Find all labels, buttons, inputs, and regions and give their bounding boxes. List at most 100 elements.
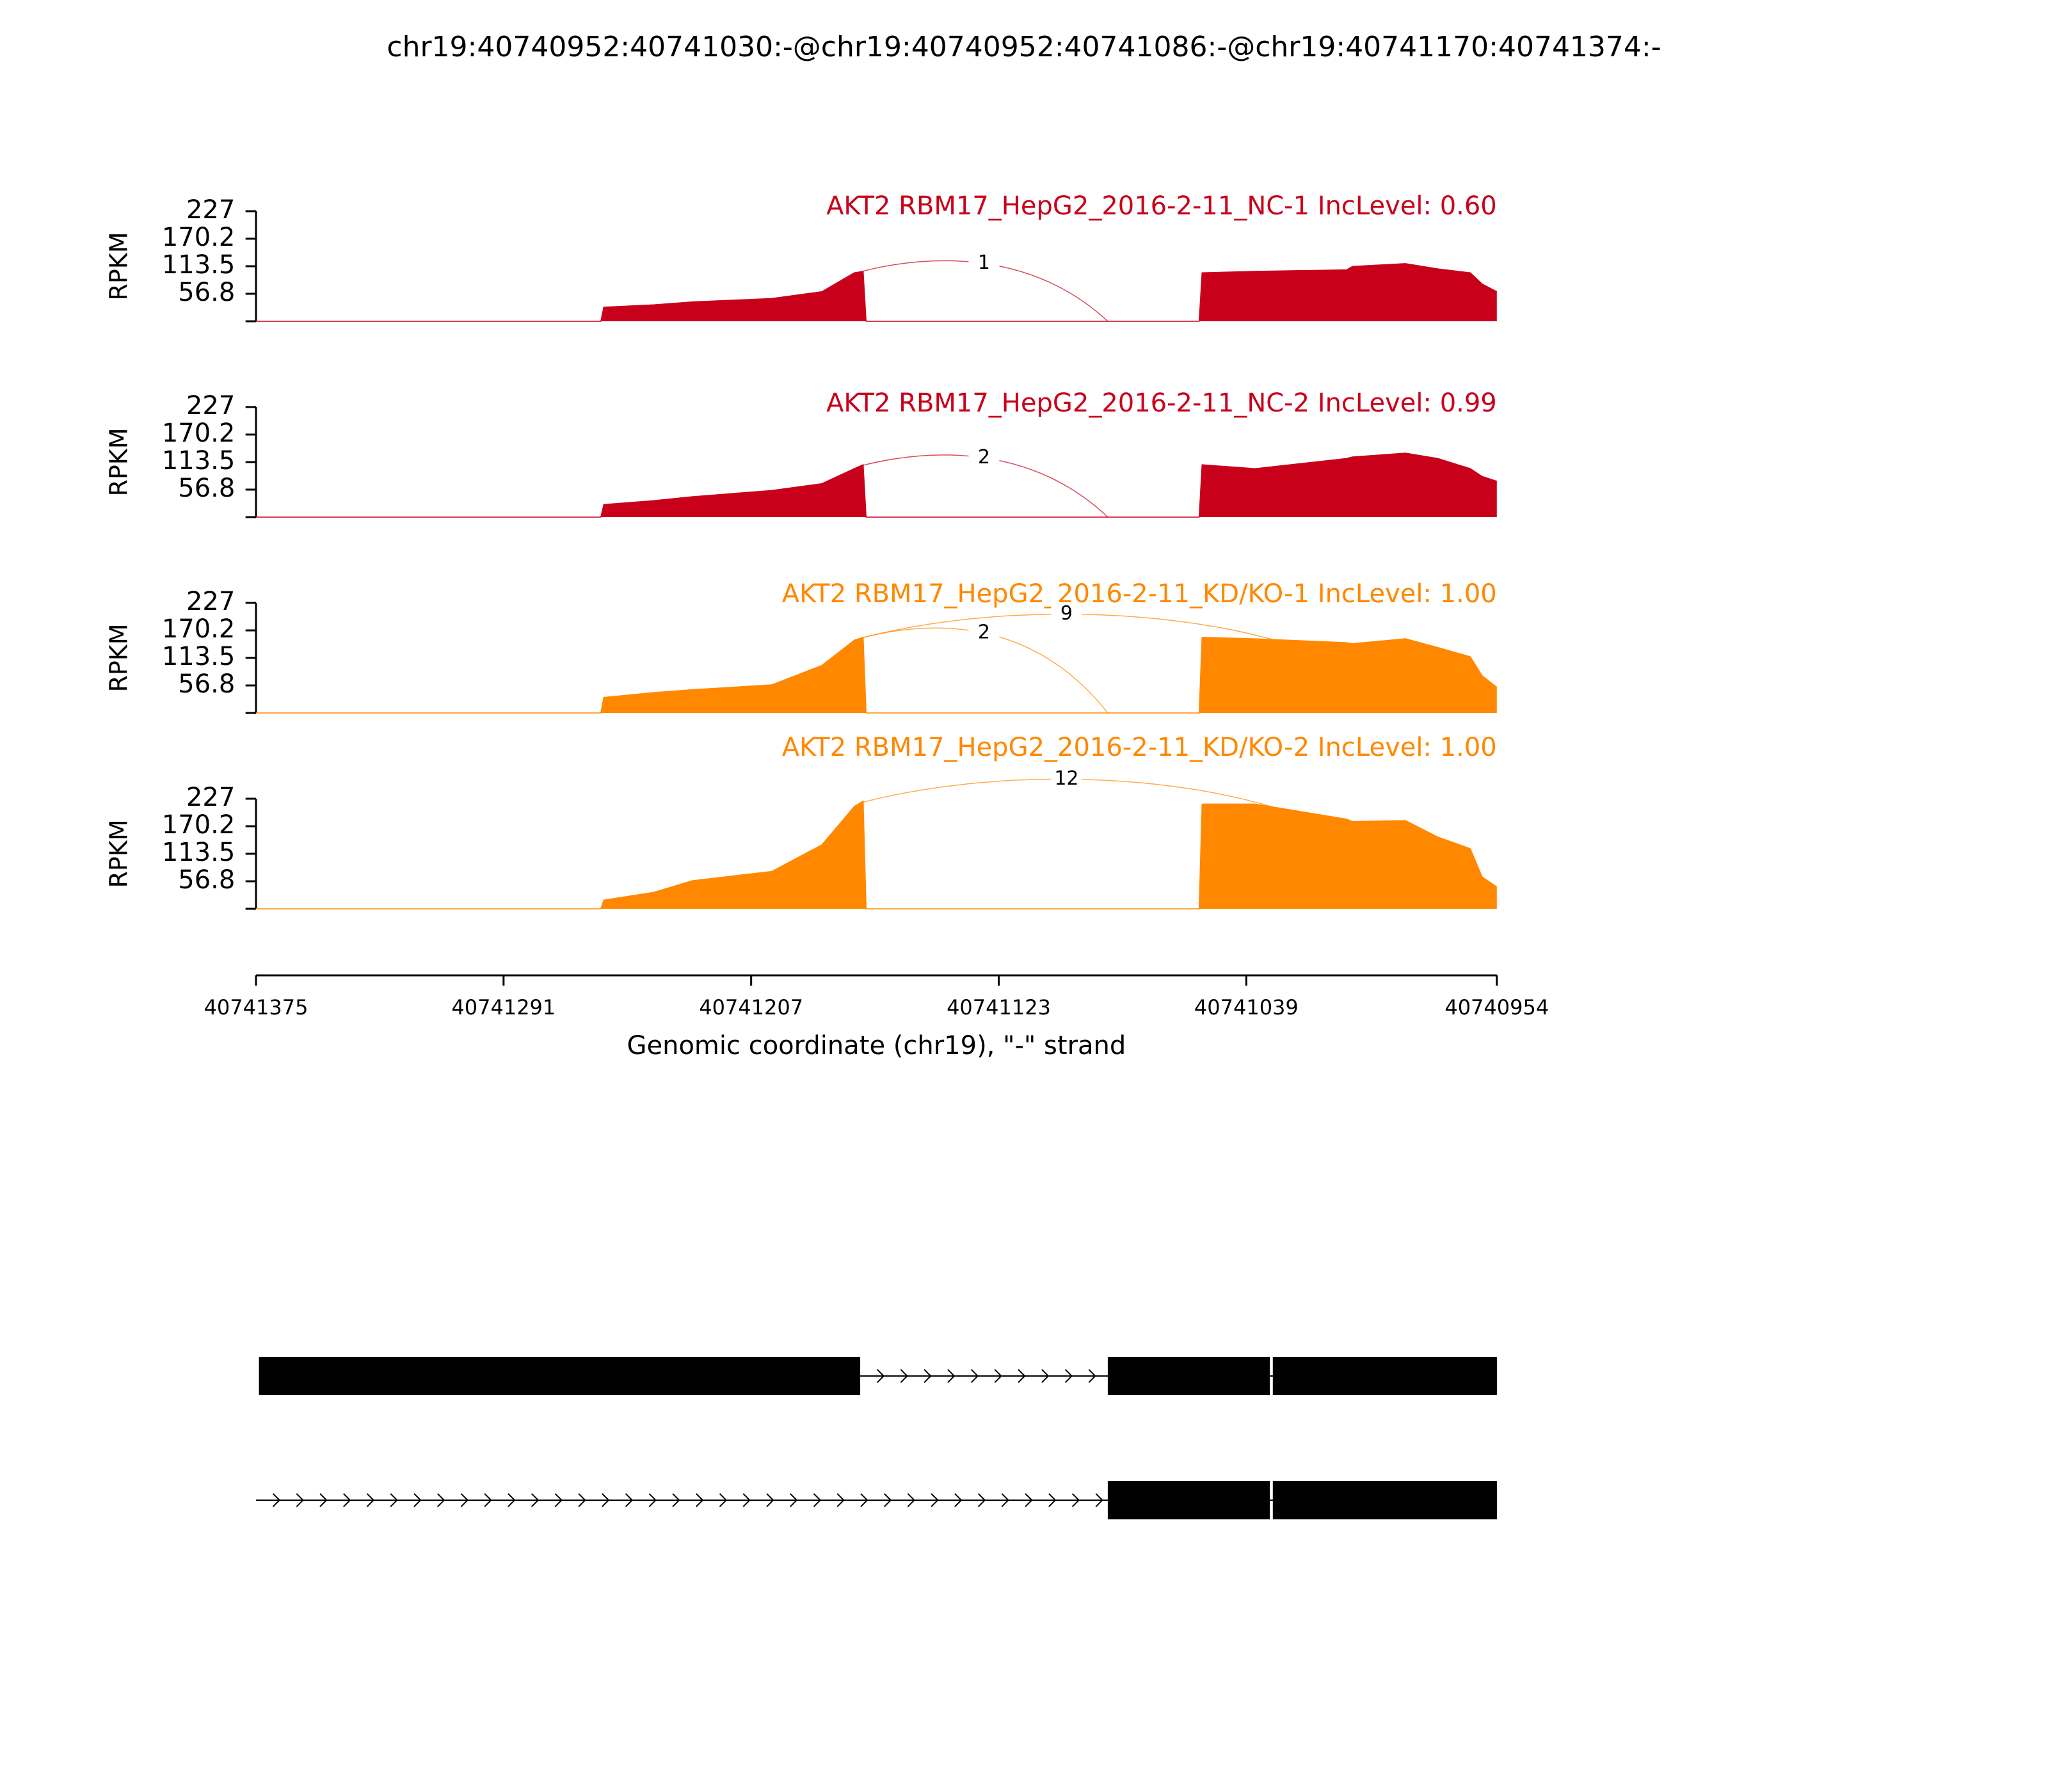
exon [1272, 1357, 1497, 1395]
junction-label-bg [968, 623, 1000, 644]
strand-chevron [924, 1369, 932, 1383]
x-tick-label: 40741207 [699, 995, 803, 1020]
strand-chevron [272, 1493, 281, 1507]
strand-chevron [766, 1493, 774, 1507]
strand-chevron [883, 1493, 892, 1507]
coverage [256, 452, 1498, 518]
y-tick-label: 170.2 [162, 614, 236, 644]
junction-label-bg [968, 253, 1000, 274]
strand-chevron [1095, 1493, 1103, 1507]
strand-chevron [1025, 1493, 1033, 1507]
plot-title: chr19:40740952:40741030:-@chr19:40740952… [387, 31, 1661, 63]
strand-chevron [578, 1493, 586, 1507]
exon [1107, 1481, 1270, 1519]
junction-count: 12 [1054, 767, 1078, 790]
y-tick-label: 56.8 [178, 278, 235, 307]
strand-chevron [602, 1493, 610, 1507]
y-tick-label: 113.5 [162, 446, 236, 476]
y-tick-label: 113.5 [162, 838, 236, 867]
panel-title: AKT2 RBM17_HepG2_2016-2-11_KD/KO-2 IncLe… [782, 733, 1497, 762]
gene-model [256, 1357, 1497, 1519]
junction-label-bg [1051, 604, 1082, 625]
area-fill [256, 263, 1497, 321]
strand-chevron [876, 1369, 885, 1383]
y-tick-label: 227 [186, 587, 235, 616]
strand-chevron [436, 1493, 445, 1507]
strand-chevron [1071, 1493, 1080, 1507]
exon [1272, 1481, 1497, 1519]
y-tick-label: 170.2 [162, 419, 236, 448]
x-tick-label: 40741123 [947, 995, 1051, 1020]
y-tick-label: 56.8 [178, 669, 235, 699]
strand-chevron [994, 1369, 1002, 1383]
strand-chevron [531, 1493, 540, 1507]
y-tick-label: 56.8 [178, 474, 235, 503]
area-fill [256, 452, 1497, 517]
strand-chevron [719, 1493, 728, 1507]
strand-chevron [1048, 1493, 1057, 1507]
y-tick-label: 227 [186, 391, 235, 420]
y-tick-label: 170.2 [162, 223, 236, 252]
strand-chevron [900, 1369, 908, 1383]
y-axis-label: RPKM [104, 428, 132, 496]
exon [1107, 1357, 1270, 1395]
y-tick-label: 113.5 [162, 250, 236, 280]
strand-chevron [1064, 1369, 1073, 1383]
y-tick-label: 227 [186, 783, 235, 812]
x-axis-label: Genomic coordinate (chr19), "-" strand [627, 1031, 1126, 1060]
strand-chevron [648, 1493, 657, 1507]
strand-chevron [860, 1493, 868, 1507]
panel-title: AKT2 RBM17_HepG2_2016-2-11_NC-2 IncLevel… [826, 388, 1497, 418]
coverage [256, 263, 1498, 322]
y-tick-label: 227 [186, 195, 235, 225]
x-tick-label: 40740954 [1444, 995, 1549, 1020]
junction-count: 1 [978, 252, 990, 274]
panel-title: AKT2 RBM17_HepG2_2016-2-11_KD/KO-1 IncLe… [782, 579, 1497, 609]
x-tick-label: 40741291 [451, 995, 556, 1020]
exon [259, 1357, 861, 1395]
strand-chevron [907, 1493, 915, 1507]
strand-chevron [789, 1493, 798, 1507]
strand-chevron [947, 1369, 956, 1383]
strand-chevron [366, 1493, 375, 1507]
strand-chevron [742, 1493, 751, 1507]
coverage [256, 800, 1498, 909]
strand-chevron [508, 1493, 516, 1507]
strand-chevron [977, 1493, 986, 1507]
strand-chevron [836, 1493, 845, 1507]
y-axis-label: RPKM [104, 623, 132, 692]
strand-chevron [954, 1493, 963, 1507]
area-fill [256, 801, 1497, 909]
strand-chevron [696, 1493, 704, 1507]
strand-chevron [1018, 1369, 1026, 1383]
x-tick-label: 40741375 [204, 995, 308, 1020]
strand-chevron [1001, 1493, 1009, 1507]
junction-label-bg [1051, 769, 1082, 790]
y-axis-label: RPKM [104, 819, 132, 888]
strand-chevron [672, 1493, 680, 1507]
strand-chevron [484, 1493, 492, 1507]
y-tick-label: 56.8 [178, 865, 235, 895]
strand-chevron [625, 1493, 634, 1507]
strand-chevron [460, 1493, 469, 1507]
junction-count: 2 [978, 446, 990, 468]
strand-chevron [343, 1493, 351, 1507]
panel-title: AKT2 RBM17_HepG2_2016-2-11_NC-1 IncLevel… [826, 191, 1497, 221]
y-axis-label: RPKM [104, 232, 132, 300]
strand-chevron [1041, 1369, 1050, 1383]
strand-chevron [970, 1369, 979, 1383]
strand-chevron [319, 1493, 328, 1507]
strand-chevron [554, 1493, 563, 1507]
junction-label-bg [968, 447, 1000, 468]
strand-chevron [813, 1493, 822, 1507]
y-tick-label: 113.5 [162, 642, 236, 671]
strand-chevron [296, 1493, 304, 1507]
junction-count: 9 [1060, 602, 1073, 625]
strand-chevron [413, 1493, 422, 1507]
y-tick-label: 170.2 [162, 810, 236, 840]
strand-chevron [1088, 1369, 1096, 1383]
strand-chevron [390, 1493, 398, 1507]
strand-chevron [931, 1493, 939, 1507]
